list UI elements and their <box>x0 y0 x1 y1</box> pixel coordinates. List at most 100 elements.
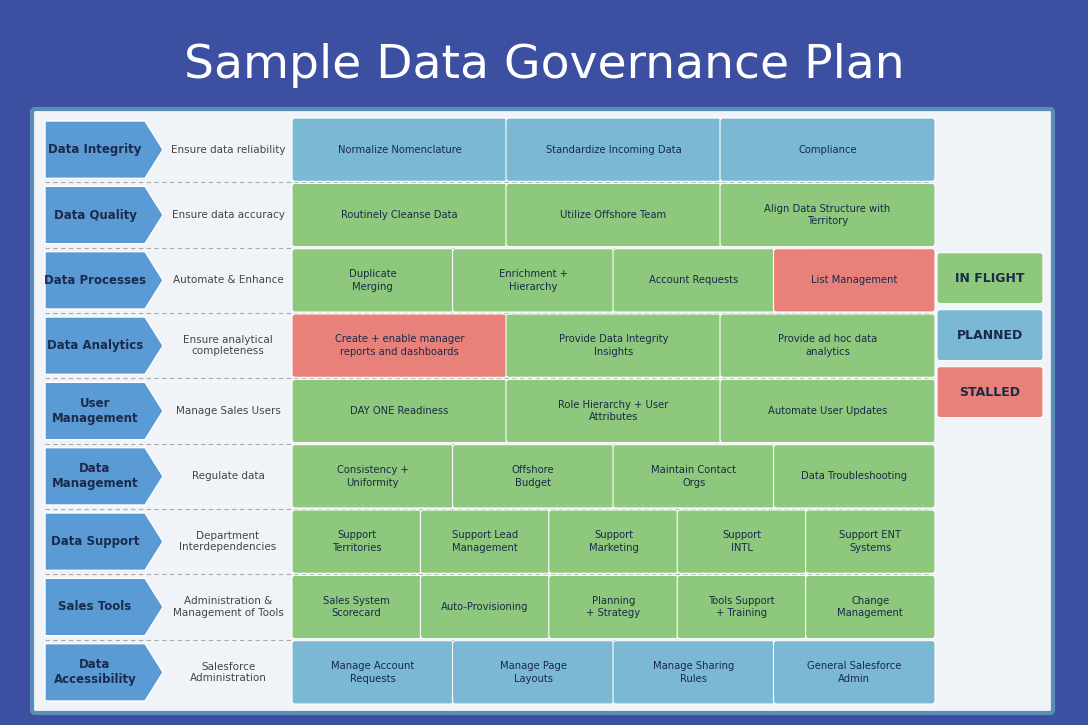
FancyBboxPatch shape <box>937 253 1043 304</box>
Text: Data Quality: Data Quality <box>53 209 136 222</box>
Polygon shape <box>45 382 163 439</box>
FancyBboxPatch shape <box>292 183 507 247</box>
Text: Manage Sharing
Rules: Manage Sharing Rules <box>653 661 734 684</box>
FancyBboxPatch shape <box>677 576 806 639</box>
Text: Support
Territories: Support Territories <box>332 531 382 553</box>
Text: Provide Data Integrity
Insights: Provide Data Integrity Insights <box>559 334 668 357</box>
FancyBboxPatch shape <box>292 249 454 312</box>
FancyBboxPatch shape <box>506 379 721 443</box>
FancyBboxPatch shape <box>720 118 935 181</box>
FancyBboxPatch shape <box>677 510 806 573</box>
FancyBboxPatch shape <box>420 510 549 573</box>
Text: Role Hierarchy + User
Attributes: Role Hierarchy + User Attributes <box>558 399 669 422</box>
Text: Maintain Contact
Orgs: Maintain Contact Orgs <box>652 465 737 487</box>
FancyBboxPatch shape <box>720 183 935 247</box>
Text: Sample Data Governance Plan: Sample Data Governance Plan <box>184 43 904 88</box>
Text: Manage Sales Users: Manage Sales Users <box>175 406 281 416</box>
Text: Data Support: Data Support <box>51 535 139 548</box>
Text: Data
Management: Data Management <box>52 463 138 490</box>
FancyBboxPatch shape <box>506 118 721 181</box>
Polygon shape <box>45 252 163 309</box>
Text: Manage Page
Layouts: Manage Page Layouts <box>499 661 567 684</box>
FancyBboxPatch shape <box>774 444 935 508</box>
FancyBboxPatch shape <box>774 249 935 312</box>
Text: Change
Management: Change Management <box>838 596 903 618</box>
Polygon shape <box>45 579 163 636</box>
Text: Enrichment +
Hierarchy: Enrichment + Hierarchy <box>498 269 568 291</box>
Polygon shape <box>45 121 163 178</box>
Polygon shape <box>45 317 163 374</box>
Text: Align Data Structure with
Territory: Align Data Structure with Territory <box>765 204 891 226</box>
FancyBboxPatch shape <box>548 510 678 573</box>
FancyBboxPatch shape <box>506 314 721 377</box>
Text: Compliance: Compliance <box>799 145 857 154</box>
Polygon shape <box>45 513 163 571</box>
FancyBboxPatch shape <box>453 641 614 704</box>
FancyBboxPatch shape <box>32 109 1053 713</box>
FancyBboxPatch shape <box>774 641 935 704</box>
FancyBboxPatch shape <box>720 314 935 377</box>
FancyBboxPatch shape <box>805 510 935 573</box>
FancyBboxPatch shape <box>453 444 614 508</box>
FancyBboxPatch shape <box>292 510 421 573</box>
Text: Provide ad hoc data
analytics: Provide ad hoc data analytics <box>778 334 877 357</box>
Text: Ensure data reliability: Ensure data reliability <box>171 145 285 154</box>
FancyBboxPatch shape <box>292 314 507 377</box>
Text: Ensure data accuracy: Ensure data accuracy <box>172 210 284 220</box>
Text: Support Lead
Management: Support Lead Management <box>452 531 518 553</box>
Text: DAY ONE Readiness: DAY ONE Readiness <box>350 406 448 416</box>
Text: Utilize Offshore Team: Utilize Offshore Team <box>560 210 667 220</box>
Text: Data Integrity: Data Integrity <box>48 143 141 156</box>
FancyBboxPatch shape <box>506 183 721 247</box>
Text: Support ENT
Systems: Support ENT Systems <box>839 531 901 553</box>
Text: Salesforce
Administration: Salesforce Administration <box>189 661 267 683</box>
Text: IN FLIGHT: IN FLIGHT <box>955 272 1025 285</box>
Text: Department
Interdependencies: Department Interdependencies <box>180 531 276 552</box>
Polygon shape <box>45 447 163 505</box>
Text: Normalize Nomenclature: Normalize Nomenclature <box>337 145 461 154</box>
Text: Sales System
Scorecard: Sales System Scorecard <box>323 596 391 618</box>
FancyBboxPatch shape <box>613 641 775 704</box>
FancyBboxPatch shape <box>420 576 549 639</box>
Text: Auto-Provisioning: Auto-Provisioning <box>442 602 529 612</box>
Text: Offshore
Budget: Offshore Budget <box>512 465 555 487</box>
Text: List Management: List Management <box>811 276 898 286</box>
Polygon shape <box>45 644 163 701</box>
Text: Support
Marketing: Support Marketing <box>589 531 639 553</box>
FancyBboxPatch shape <box>720 379 935 443</box>
Text: STALLED: STALLED <box>960 386 1021 399</box>
Text: Ensure analytical
completeness: Ensure analytical completeness <box>183 335 273 357</box>
FancyBboxPatch shape <box>292 118 507 181</box>
FancyBboxPatch shape <box>292 444 454 508</box>
Text: Duplicate
Merging: Duplicate Merging <box>349 269 397 291</box>
FancyBboxPatch shape <box>453 249 614 312</box>
FancyBboxPatch shape <box>613 249 775 312</box>
FancyBboxPatch shape <box>292 379 507 443</box>
FancyBboxPatch shape <box>937 310 1043 360</box>
Text: Account Requests: Account Requests <box>650 276 739 286</box>
Text: Consistency +
Uniformity: Consistency + Uniformity <box>337 465 409 487</box>
Text: Data Processes: Data Processes <box>44 274 146 287</box>
Polygon shape <box>45 186 163 244</box>
Text: Planning
+ Strategy: Planning + Strategy <box>586 596 641 618</box>
Text: Routinely Cleanse Data: Routinely Cleanse Data <box>342 210 458 220</box>
Text: Automate & Enhance: Automate & Enhance <box>173 276 283 286</box>
Text: Support
INTL: Support INTL <box>722 531 762 553</box>
Text: PLANNED: PLANNED <box>956 328 1023 341</box>
FancyBboxPatch shape <box>937 367 1043 418</box>
Text: Regulate data: Regulate data <box>191 471 264 481</box>
Text: Administration &
Management of Tools: Administration & Management of Tools <box>173 596 284 618</box>
Text: Data Troubleshooting: Data Troubleshooting <box>801 471 907 481</box>
Text: Manage Account
Requests: Manage Account Requests <box>331 661 415 684</box>
Text: General Salesforce
Admin: General Salesforce Admin <box>807 661 902 684</box>
FancyBboxPatch shape <box>805 576 935 639</box>
Text: Automate User Updates: Automate User Updates <box>768 406 887 416</box>
Text: Data Analytics: Data Analytics <box>47 339 144 352</box>
FancyBboxPatch shape <box>548 576 678 639</box>
Text: Data
Accessibility: Data Accessibility <box>53 658 136 687</box>
Text: User
Management: User Management <box>52 397 138 425</box>
Text: Create + enable manager
reports and dashboards: Create + enable manager reports and dash… <box>335 334 465 357</box>
Text: Sales Tools: Sales Tools <box>59 600 132 613</box>
Text: Standardize Incoming Data: Standardize Incoming Data <box>545 145 681 154</box>
FancyBboxPatch shape <box>613 444 775 508</box>
